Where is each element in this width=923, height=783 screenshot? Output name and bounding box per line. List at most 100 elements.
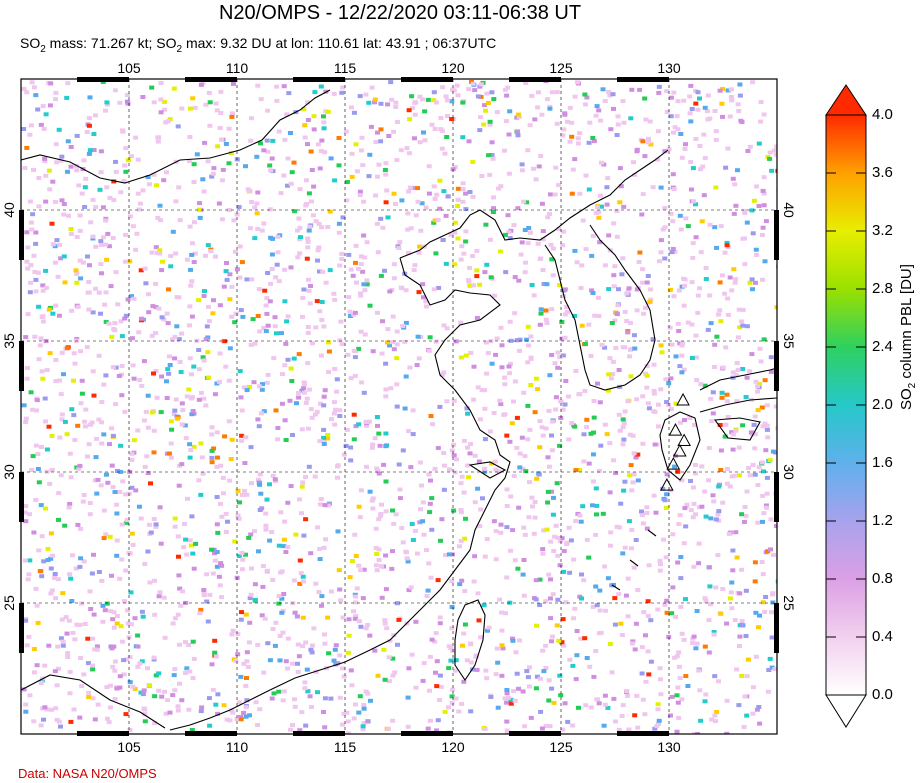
so2-pixel — [533, 597, 539, 602]
so2-pixel — [600, 87, 606, 92]
so2-pixel — [27, 512, 32, 517]
so2-pixel — [288, 366, 294, 371]
so2-pixel — [427, 718, 433, 723]
so2-pixel — [21, 127, 27, 131]
so2-pixel — [482, 437, 488, 442]
so2-pixel — [470, 159, 476, 164]
so2-pixel — [602, 693, 608, 698]
so2-pixel — [535, 387, 540, 392]
so2-pixel — [23, 420, 29, 425]
so2-pixel — [591, 452, 596, 457]
so2-pixel — [624, 689, 630, 693]
so2-pixel — [640, 267, 646, 272]
so2-pixel — [572, 606, 578, 611]
so2-pixel — [433, 339, 439, 344]
so2-pixel — [257, 482, 263, 487]
so2-pixel — [78, 349, 83, 354]
so2-pixel — [84, 130, 90, 134]
so2-pixel — [53, 379, 59, 384]
so2-pixel — [323, 537, 329, 542]
so2-pixel — [376, 517, 382, 522]
so2-pixel — [677, 213, 683, 218]
so2-pixel — [713, 129, 719, 134]
so2-pixel — [21, 687, 27, 692]
so2-pixel — [403, 320, 409, 325]
so2-pixel — [604, 432, 610, 437]
so2-pixel — [186, 707, 192, 712]
so2-pixel — [525, 360, 531, 365]
so2-pixel — [616, 727, 622, 732]
so2-pixel — [311, 184, 317, 189]
so2-pixel — [255, 314, 261, 318]
so2-pixel — [186, 643, 192, 647]
so2-pixel — [472, 554, 478, 559]
so2-pixel — [127, 655, 133, 660]
so2-pixel — [297, 187, 303, 192]
so2-pixel — [40, 104, 46, 109]
so2-pixel — [90, 636, 96, 641]
so2-pixel — [762, 259, 768, 264]
so2-pixel — [115, 302, 121, 307]
so2-pixel — [496, 186, 502, 191]
so2-pixel — [614, 311, 620, 316]
so2-pixel — [82, 419, 88, 424]
so2-pixel — [361, 703, 367, 707]
so2-pixel — [564, 305, 570, 309]
so2-pixel — [498, 522, 504, 527]
so2-pixel — [515, 112, 521, 117]
so2-pixel — [369, 498, 375, 503]
so2-pixel — [213, 702, 219, 707]
so2-pixel — [598, 193, 603, 198]
so2-pixel — [309, 705, 314, 709]
so2-pixel — [561, 569, 567, 574]
colorbar-max-arrow — [825, 84, 867, 116]
so2-pixel — [449, 99, 455, 104]
so2-pixel — [91, 552, 96, 557]
so2-pixel — [90, 667, 96, 672]
so2-pixel — [482, 554, 488, 559]
so2-pixel — [412, 112, 418, 117]
so2-pixel — [666, 402, 672, 407]
so2-pixel — [200, 355, 206, 360]
so2-pixel — [404, 550, 409, 555]
so2-pixel — [674, 654, 680, 659]
so2-pixel — [285, 357, 291, 362]
so2-pixel — [562, 335, 568, 340]
so2-pixel — [671, 294, 677, 299]
so2-pixel — [217, 126, 223, 130]
so2-pixel — [241, 385, 247, 390]
so2-pixel — [499, 673, 505, 678]
so2-pixel — [67, 670, 73, 674]
so2-pixel — [55, 644, 61, 649]
so2-pixel — [464, 406, 470, 411]
so2-pixel — [326, 349, 332, 354]
so2-pixel — [417, 460, 423, 465]
so2-pixel — [182, 522, 187, 526]
so2-pixel — [264, 138, 270, 143]
so2-pixel — [543, 426, 549, 431]
so2-pixel — [692, 423, 698, 427]
so2-pixel — [383, 387, 389, 392]
so2-pixel — [591, 415, 597, 420]
so2-pixel — [487, 172, 493, 177]
so2-pixel — [205, 619, 211, 624]
so2-pixel — [241, 710, 247, 715]
so2-pixel — [648, 297, 654, 302]
so2-pixel — [502, 148, 507, 153]
so2-pixel — [191, 656, 197, 661]
so2-pixel — [723, 422, 729, 427]
so2-pixel — [529, 93, 535, 98]
so2-pixel — [574, 260, 580, 265]
so2-pixel — [508, 338, 514, 343]
so2-pixel — [701, 193, 707, 198]
so2-pixel — [722, 250, 728, 255]
so2-pixel — [679, 353, 685, 358]
so2-pixel — [419, 483, 424, 488]
so2-pixel — [549, 419, 555, 424]
so2-pixel — [292, 697, 297, 702]
so2-pixel — [291, 356, 297, 361]
so2-pixel — [113, 159, 118, 164]
so2-pixel — [285, 636, 291, 641]
so2-pixel — [693, 646, 699, 651]
so2-pixel — [264, 497, 270, 502]
